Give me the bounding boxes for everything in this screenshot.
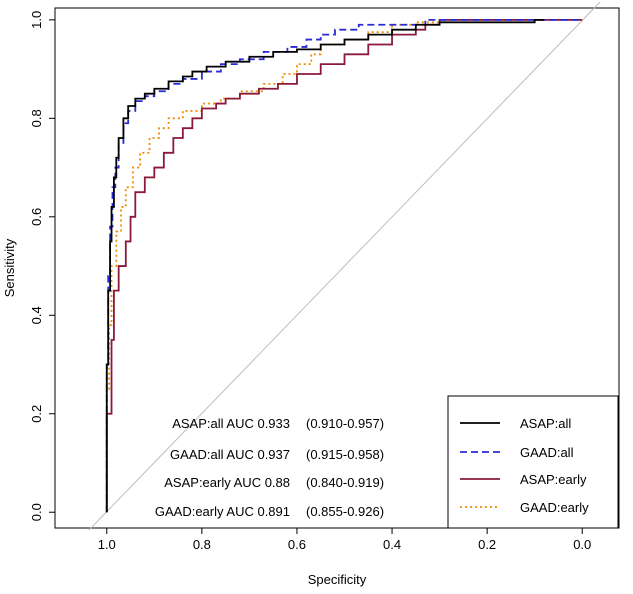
plot-frame xyxy=(54,7,620,529)
y-tick-label: 0.8 xyxy=(29,109,44,127)
reference-diagonal-line xyxy=(88,1,601,531)
legend: ASAP:all GAAD:all ASAP:early GAAD:early xyxy=(447,395,619,529)
x-axis: 1.0 0.8 0.6 0.4 0.2 0.0 xyxy=(98,528,591,552)
auc-label: ASAP:all AUC 0.933 xyxy=(172,416,290,431)
legend-label: GAAD:all xyxy=(520,445,574,460)
y-axis: 0.0 0.2 0.4 0.6 0.8 1.0 xyxy=(29,11,55,521)
x-axis-title: Specificity xyxy=(308,572,367,587)
legend-label: ASAP:all xyxy=(520,416,571,431)
series-line-asap-early xyxy=(105,18,583,513)
x-tick-label: 1.0 xyxy=(98,537,116,552)
legend-box xyxy=(447,395,619,529)
x-tick-label: 0.0 xyxy=(573,537,591,552)
y-tick-label: 1.0 xyxy=(29,11,44,29)
y-tick-label: 0.0 xyxy=(29,503,44,521)
x-tick-label: 0.6 xyxy=(288,537,306,552)
y-tick-label: 0.2 xyxy=(29,405,44,423)
legend-label: GAAD:early xyxy=(520,500,589,515)
auc-label: GAAD:early AUC 0.891 xyxy=(155,504,290,519)
auc-ci: (0.910-0.957) xyxy=(306,416,384,431)
x-tick-label: 0.4 xyxy=(383,537,401,552)
x-tick-label: 0.8 xyxy=(193,537,211,552)
legend-label: ASAP:early xyxy=(520,472,587,487)
y-axis-title: Sensitivity xyxy=(2,238,17,297)
auc-ci: (0.915-0.958) xyxy=(306,447,384,462)
auc-ci: (0.840-0.919) xyxy=(306,475,384,490)
auc-label: GAAD:all AUC 0.937 xyxy=(170,447,290,462)
auc-ci: (0.855-0.926) xyxy=(306,504,384,519)
y-tick-label: 0.4 xyxy=(29,306,44,324)
auc-label: ASAP:early AUC 0.88 xyxy=(164,475,290,490)
y-tick-label: 0.6 xyxy=(29,208,44,226)
auc-annotations: ASAP:all AUC 0.933 (0.910-0.957) GAAD:all … xyxy=(155,416,384,519)
x-tick-label: 0.2 xyxy=(478,537,496,552)
series-group xyxy=(105,18,583,513)
series-line-asap-all xyxy=(105,18,545,513)
